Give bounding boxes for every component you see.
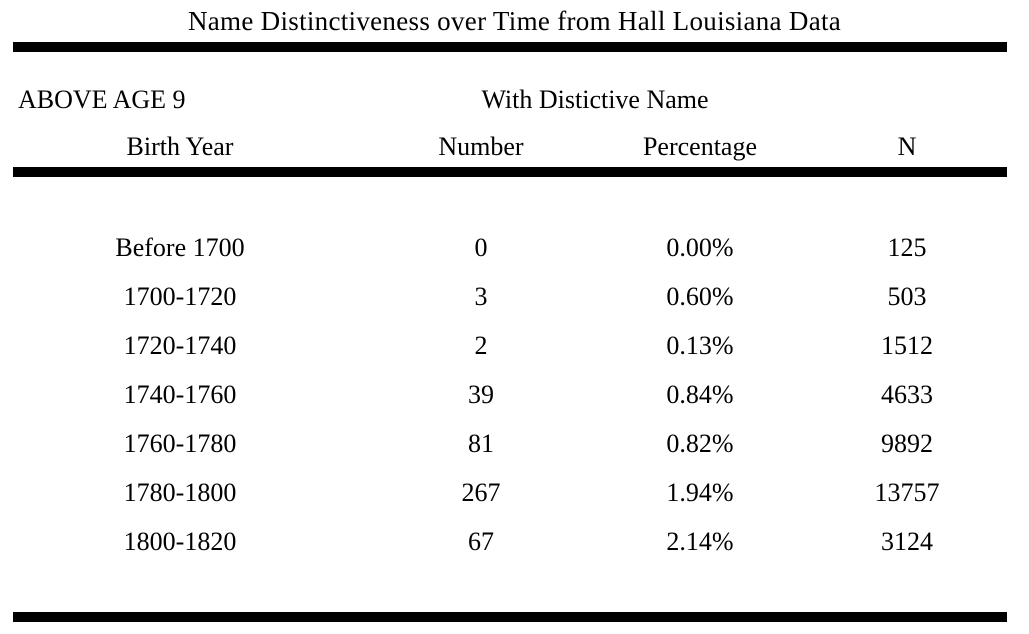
span-header: With Distictive Name [481, 85, 709, 114]
cell-percentage: 0.82% [666, 428, 734, 458]
cell-birth-year: Before 1700 [115, 232, 245, 262]
cell-birth-year: 1780-1800 [123, 477, 237, 507]
cell-n: 503 [887, 281, 927, 311]
table-body: Before 1700 0 0.00% 125 1700-1720 3 0.60… [0, 223, 1029, 566]
cell-number: 0 [474, 232, 488, 262]
table-title: Name Distinctiveness over Time from Hall… [187, 5, 842, 36]
cell-birth-year: 1740-1760 [123, 379, 237, 409]
column-header-percentage: Percentage [642, 132, 758, 161]
cell-n: 1512 [881, 330, 933, 360]
bottom-rule [13, 612, 1007, 622]
cell-percentage: 0.00% [666, 232, 734, 262]
cell-percentage: 2.14% [666, 526, 734, 556]
table-row: 1740-1760 39 0.84% 4633 [0, 370, 1029, 419]
table-row: 1700-1720 3 0.60% 503 [0, 272, 1029, 321]
cell-n: 9892 [881, 428, 933, 458]
cell-n: 3124 [881, 526, 933, 556]
cell-birth-year: 1760-1780 [123, 428, 237, 458]
cell-percentage: 1.94% [666, 477, 734, 507]
spanner-header-row: ABOVE AGE 9 With Distictive Name [0, 85, 1029, 114]
cell-number: 81 [468, 428, 494, 458]
column-header-birth-year: Birth Year [126, 132, 234, 161]
cell-number: 39 [468, 379, 494, 409]
table-row: Before 1700 0 0.00% 125 [0, 223, 1029, 272]
cell-number: 267 [461, 477, 501, 507]
cell-number: 3 [474, 281, 488, 311]
group-label: ABOVE AGE 9 [18, 85, 186, 114]
cell-number: 2 [474, 330, 488, 360]
cell-birth-year: 1800-1820 [123, 526, 237, 556]
column-header-n: N [897, 132, 917, 161]
table-row: 1800-1820 67 2.14% 3124 [0, 517, 1029, 566]
cell-number: 67 [468, 526, 494, 556]
column-header-number: Number [438, 132, 524, 161]
cell-birth-year: 1700-1720 [123, 281, 237, 311]
cell-n: 13757 [874, 477, 940, 507]
top-rule [13, 42, 1007, 52]
cell-percentage: 0.13% [666, 330, 734, 360]
cell-n: 4633 [881, 379, 933, 409]
cell-n: 125 [887, 232, 927, 262]
table-row: 1760-1780 81 0.82% 9892 [0, 419, 1029, 468]
cell-birth-year: 1720-1740 [123, 330, 237, 360]
header-rule [13, 167, 1007, 177]
column-header-row: Birth Year Number Percentage N [0, 132, 1029, 161]
cell-percentage: 0.60% [666, 281, 734, 311]
table-row: 1720-1740 2 0.13% 1512 [0, 321, 1029, 370]
cell-percentage: 0.84% [666, 379, 734, 409]
table-row: 1780-1800 267 1.94% 13757 [0, 468, 1029, 517]
